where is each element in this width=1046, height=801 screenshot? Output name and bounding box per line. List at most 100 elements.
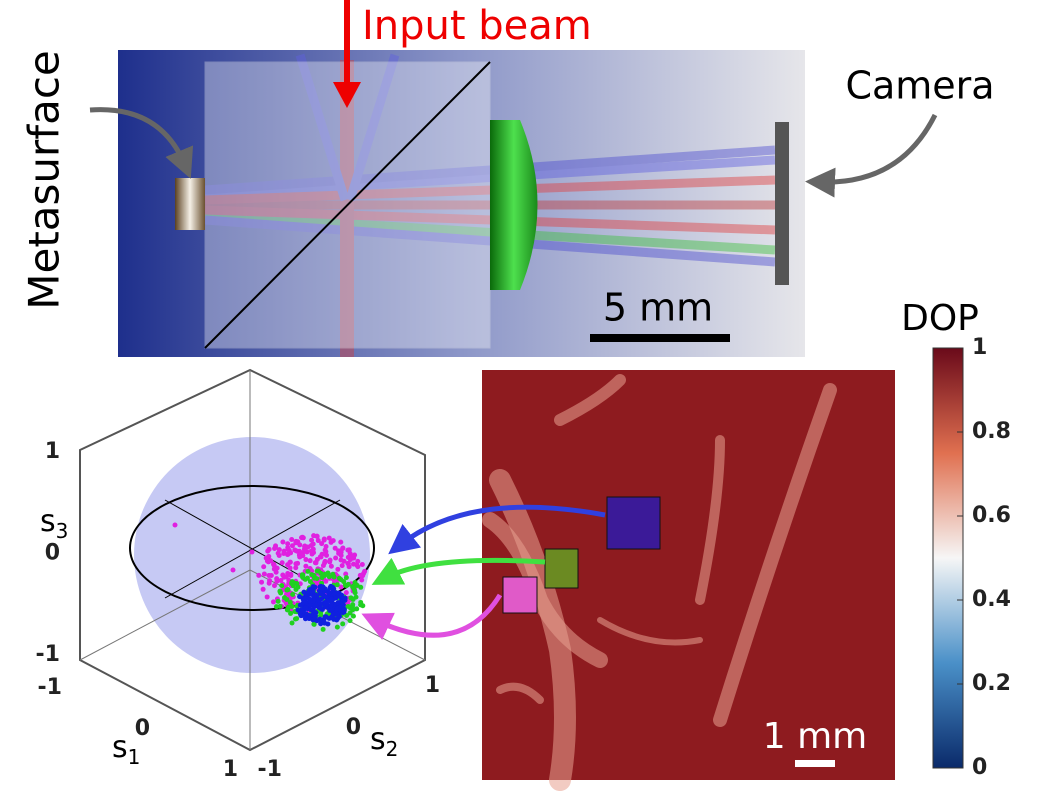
axis-tick-label: -1 [258,757,282,782]
scatter-dot [330,571,336,577]
scatter-dot [309,589,315,595]
scatter-dot [355,558,361,564]
scatter-dot [311,550,317,556]
scatter-dot [322,571,328,577]
axis-tick-label: 0 [135,716,150,741]
scatter-dot [274,565,280,571]
scatter-dot [343,575,349,581]
scatter-dot [230,567,236,573]
scatter-dot [314,556,320,562]
scatter-dot [263,555,269,561]
scatter-dot [293,587,299,593]
blue-arrow [388,504,606,555]
scatter-dot [273,569,279,575]
scatter-dot [322,560,328,566]
scatter-dot [272,546,278,552]
scatter-dot [338,584,344,590]
scatter-dot [309,537,315,543]
scatter-dot [327,557,333,563]
scatter-dot [345,561,351,567]
scatter-points [172,522,368,632]
scatter-dot [279,583,285,589]
camera-pointer [805,113,938,198]
scatter-dot [312,584,318,590]
scatter-dot [324,552,330,558]
scatter-dot [344,613,350,619]
s3-label: s3 [40,504,68,543]
poincare-sphere: s3 s1 s2 10-1-101 -101 [36,368,440,782]
scatter-dot [281,551,287,557]
input-arrow-head [333,82,361,108]
scatter-dot [322,547,328,553]
scatter-dot [362,568,368,574]
scatter-dot [336,575,342,581]
scatter-dot [318,621,324,627]
scatter-dot [290,591,296,597]
colorbar-tick-label: 0.4 [972,587,1011,612]
scatter-dot [354,606,360,612]
scatter-dot [301,589,307,595]
colorbar-tick-label: 0 [972,755,987,780]
scatter-dot [261,571,267,577]
scatter-dot [321,537,327,543]
scatter-dot [309,568,315,574]
scatter-dot [289,537,295,543]
colorbar-tick-label: 0.2 [972,671,1011,696]
scatter-dot [289,543,295,549]
axis-tick-label: 0 [346,715,361,740]
schematic-scale-label: 5 mm [603,286,713,330]
scatter-dot [333,595,339,601]
scatter-dot [285,541,291,547]
scatter-dot [342,582,348,588]
scatter-dot [278,578,284,584]
dop-map: 1 mm DOP [361,298,979,791]
scatter-dot [323,594,329,600]
cube-frame [79,368,426,752]
scatter-dot [320,584,326,590]
scatter-dot [336,614,342,620]
camera-sensor [775,122,789,285]
scatter-dot [276,552,282,558]
scatter-dot [303,605,309,611]
scatter-dot [335,600,341,606]
scatter-dot [311,621,317,627]
scatter-dot [295,560,301,566]
scatter-dot [336,605,342,611]
scatter-dot [321,616,327,622]
scatter-dot [299,573,305,579]
scatter-dot [302,544,308,550]
scatter-dot [303,614,309,620]
s3-base: s [40,504,56,539]
scatter-dot [297,594,303,600]
scatter-dot [299,607,305,613]
schematic-scale-bar [590,334,730,342]
scatter-dot [320,626,326,632]
scatter-dot [319,541,325,547]
scatter-dot [270,599,276,605]
scatter-dot [289,620,295,626]
s1-label: s1 [112,730,140,769]
equator-axis [164,499,341,599]
scatter-dot [326,574,332,580]
scatter-dot [328,603,334,609]
map-scale-bar [795,760,835,767]
scatter-dot [303,563,309,569]
scatter-dot [280,572,286,578]
equator [129,485,375,611]
scatter-dot [288,572,294,578]
scatter-dot [311,573,317,579]
scatter-dot [332,545,338,551]
scatter-dot [328,583,334,589]
scatter-dot [338,539,344,545]
scatter-dot [319,551,325,557]
scatter-dot [341,558,347,564]
scatter-dot [338,549,344,555]
scatter-dot [273,604,279,610]
scatter-dot [300,550,306,556]
scatter-dot [285,587,291,593]
scatter-dot [303,557,309,563]
pink-region [502,576,538,614]
scatter-dot [172,522,178,528]
lens [490,120,538,290]
scatter-dot [338,609,344,615]
